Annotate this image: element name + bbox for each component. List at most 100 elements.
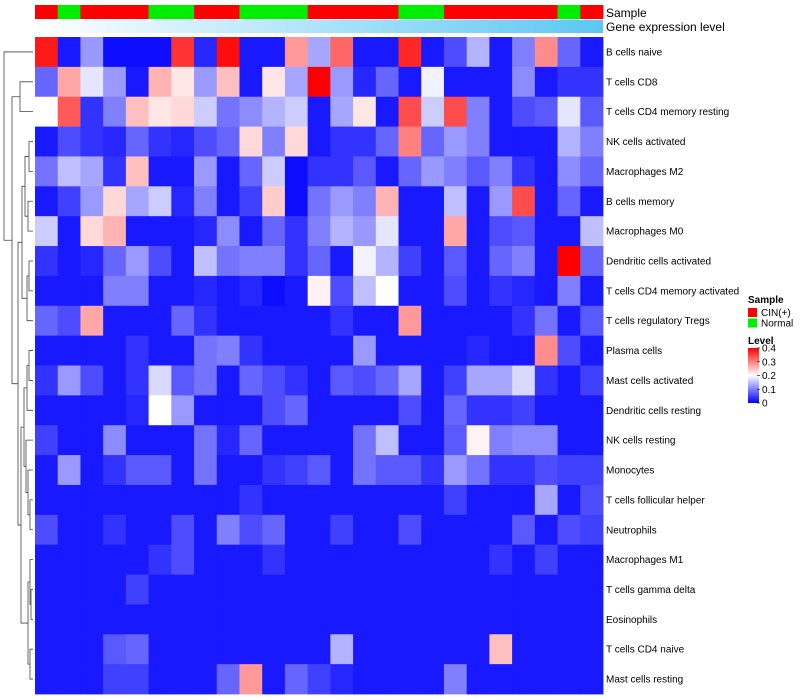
heatmap-cell xyxy=(353,37,377,68)
heatmap-cell xyxy=(330,96,354,127)
heatmap-cell xyxy=(489,544,513,575)
heatmap-cell xyxy=(466,275,490,307)
heatmap-cell xyxy=(353,365,377,396)
heatmap-cell xyxy=(307,216,331,247)
heatmap-cell xyxy=(171,484,195,516)
heatmap-cell xyxy=(353,395,377,426)
heatmap-cell xyxy=(284,664,309,695)
heatmap-cell xyxy=(35,574,59,605)
heatmap-cell xyxy=(557,186,581,217)
sample-track-cell xyxy=(284,5,309,19)
heatmap-cell xyxy=(512,96,536,127)
heatmap-cell xyxy=(103,365,127,396)
heatmap-cell xyxy=(262,425,286,456)
heatmap-cell xyxy=(194,305,218,337)
heatmap-cell xyxy=(148,574,172,605)
heatmap-cell xyxy=(557,574,581,605)
heatmap-cells xyxy=(35,37,604,695)
heatmap-cell xyxy=(398,425,422,456)
heatmap-cell xyxy=(262,544,286,575)
legend-level-colorbar xyxy=(748,348,759,403)
heatmap-cell xyxy=(171,455,195,486)
heatmap-cell xyxy=(171,66,195,98)
heatmap-cell xyxy=(330,216,354,247)
heatmap-cell xyxy=(80,395,104,426)
heatmap-cell xyxy=(580,484,604,516)
heatmap-cell xyxy=(194,395,218,426)
heatmap-cell xyxy=(489,186,513,217)
legend-sample-label: CIN(+) xyxy=(761,308,791,319)
heatmap-cell xyxy=(216,574,240,605)
heatmap-cell xyxy=(330,156,354,187)
heatmap-cell xyxy=(171,634,195,665)
heatmap-cell xyxy=(125,305,149,337)
heatmap-cell xyxy=(375,634,399,665)
heatmap-cell xyxy=(421,544,445,575)
heatmap-cell xyxy=(353,305,377,337)
heatmap-cell xyxy=(57,335,81,366)
sample-track-cell xyxy=(307,5,331,19)
heatmap-cell xyxy=(125,37,149,68)
heatmap-cell xyxy=(103,335,127,366)
heatmap-cell xyxy=(580,66,604,98)
heatmap-cell xyxy=(512,186,536,217)
heatmap-cell xyxy=(103,604,127,635)
legend-tick-label: 0.1 xyxy=(762,385,776,396)
heatmap-cell xyxy=(512,425,536,456)
heatmap-cell xyxy=(239,604,263,635)
heatmap-cell xyxy=(421,395,445,426)
row-label: Macrophages M2 xyxy=(606,167,684,178)
heatmap-cell xyxy=(239,664,263,695)
heatmap-cell xyxy=(148,37,172,68)
heatmap-cell xyxy=(534,425,558,456)
heatmap-cell xyxy=(375,664,399,695)
heatmap-cell xyxy=(262,455,286,486)
heatmap-cell xyxy=(239,425,263,456)
heatmap-cell xyxy=(284,66,309,98)
heatmap-cell xyxy=(284,514,309,546)
dendrogram-branch xyxy=(23,387,27,467)
heatmap-cell xyxy=(466,425,490,456)
heatmap-cell xyxy=(375,186,399,217)
heatmap-cell xyxy=(171,365,195,396)
heatmap-cell xyxy=(534,305,558,337)
heatmap-cell xyxy=(534,634,558,665)
heatmap-cell xyxy=(80,484,104,516)
heatmap-cell xyxy=(580,246,604,277)
heatmap-cell xyxy=(421,425,445,456)
heatmap-cell xyxy=(534,275,558,307)
heatmap-cell xyxy=(171,664,195,695)
heatmap-cell xyxy=(103,634,127,665)
heatmap-cell xyxy=(353,425,377,456)
heatmap-cell xyxy=(216,305,240,337)
heatmap-cell xyxy=(262,484,286,516)
heatmap-cell xyxy=(262,246,286,277)
legend-tick-label: 0 xyxy=(762,399,768,410)
heatmap-cell xyxy=(194,275,218,307)
heatmap-cell xyxy=(284,484,309,516)
heatmap-cell xyxy=(421,186,445,217)
heatmap-cell xyxy=(216,664,240,695)
heatmap-cell xyxy=(80,186,104,217)
heatmap-cell xyxy=(443,634,468,665)
heatmap-cell xyxy=(353,514,377,546)
dendrogram-branch xyxy=(11,96,20,385)
heatmap-cell xyxy=(57,514,81,546)
heatmap-cell xyxy=(398,126,422,157)
heatmap-cell xyxy=(148,425,172,456)
sample-track-cell xyxy=(398,5,422,19)
dendrogram-branch xyxy=(27,200,33,232)
heatmap-cell xyxy=(353,544,377,575)
heatmap-cell xyxy=(125,425,149,456)
heatmap-cell xyxy=(284,335,309,366)
heatmap-cell xyxy=(307,634,331,665)
heatmap-cell xyxy=(443,246,468,277)
heatmap-cell xyxy=(489,37,513,68)
heatmap-cell xyxy=(262,66,286,98)
heatmap-cell xyxy=(307,455,331,486)
heatmap-cell xyxy=(216,96,240,127)
heatmap-cell xyxy=(194,455,218,486)
heatmap-cell xyxy=(80,305,104,337)
sample-track-cell xyxy=(557,5,581,19)
heatmap-cell xyxy=(421,455,445,486)
